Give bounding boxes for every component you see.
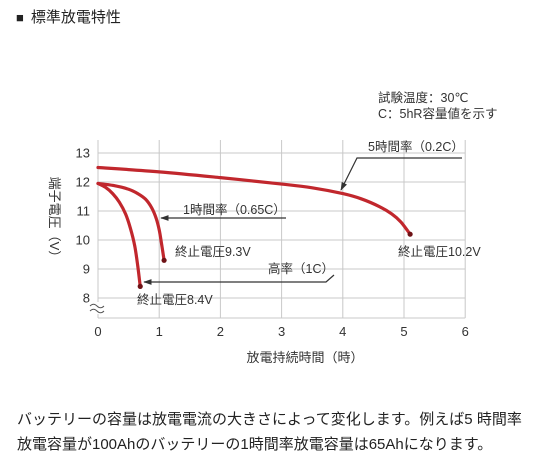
x-tick-label: 2 xyxy=(217,324,224,339)
y-tick-labels: 8 9 10 11 12 13 xyxy=(76,146,90,306)
y-tick-label: 10 xyxy=(76,233,90,248)
data-point xyxy=(96,166,100,169)
x-tick-label: 1 xyxy=(156,324,163,339)
end-point-marker xyxy=(161,257,167,263)
end-label-5h-rate: 終止電圧10.2V xyxy=(398,244,481,259)
y-tick-label: 11 xyxy=(77,204,91,219)
x-tick-label: 6 xyxy=(462,324,469,339)
grid xyxy=(97,140,466,319)
series-label-high-rate: 高率（1C） xyxy=(268,261,334,276)
y-tick-label: 13 xyxy=(76,146,90,161)
data-point xyxy=(127,187,130,191)
series-3 xyxy=(96,181,143,289)
end-label-1h-rate: 終止電圧9.3V xyxy=(175,244,251,259)
data-point xyxy=(310,186,314,190)
data-point xyxy=(124,212,127,216)
description-paragraph: バッテリーの容量は放電電流の大きさによって変化します。例えば5 時間率 放電容量… xyxy=(17,407,540,457)
series-1 xyxy=(96,165,413,237)
data-point xyxy=(154,216,158,220)
data-point xyxy=(144,198,148,201)
y-tick-label: 8 xyxy=(83,291,90,306)
series-lines xyxy=(96,165,413,289)
series-line xyxy=(96,181,142,288)
data-point xyxy=(390,212,394,216)
data-point xyxy=(378,205,381,208)
x-tick-label: 3 xyxy=(278,324,285,339)
end-point-marker xyxy=(407,231,413,237)
data-point xyxy=(150,206,154,210)
y-tick-label: 9 xyxy=(83,262,90,277)
paragraph-line: 放電容量が100Ahのバッテリーの1時間率放電容量は65Ahになります。 xyxy=(17,436,493,453)
page-title: 標準放電特性 xyxy=(30,9,121,26)
paragraph-line: バッテリーの容量は放電電流の大きさによって変化します。例えば5 時間率 xyxy=(17,411,522,428)
data-point xyxy=(118,201,121,204)
data-point xyxy=(112,184,115,187)
end-point-marker xyxy=(137,283,143,289)
x-axis-label: 放電持続時間（時） xyxy=(246,350,363,365)
data-point xyxy=(399,220,403,224)
data-point xyxy=(341,192,345,195)
data-point xyxy=(280,182,283,186)
pointer-high-rate xyxy=(143,274,335,285)
data-point xyxy=(219,176,222,179)
x-tick-label: 0 xyxy=(94,324,101,339)
series-line xyxy=(96,165,412,236)
y-axis-label: 端子電圧（V） xyxy=(47,177,62,264)
data-point xyxy=(157,228,161,232)
end-label-high-rate: 終止電圧8.4V xyxy=(137,292,213,307)
x-tick-label: 4 xyxy=(339,324,346,339)
section-header: ■ 標準放電特性 xyxy=(16,8,121,28)
axis-break-icon xyxy=(89,303,105,314)
data-point xyxy=(129,227,132,230)
data-point xyxy=(157,170,161,174)
series-2 xyxy=(96,181,167,263)
data-point xyxy=(136,264,140,268)
note-test-temperature: 試験温度：30℃ xyxy=(378,90,468,105)
data-point xyxy=(359,197,363,201)
data-point xyxy=(111,192,114,195)
data-point xyxy=(160,243,163,246)
data-point xyxy=(136,192,140,195)
x-tick-labels: 0 1 2 3 4 5 6 xyxy=(94,324,468,339)
series-label-5h-rate: 5時間率（0.2C） xyxy=(368,139,464,154)
data-point xyxy=(96,182,100,185)
x-tick-label: 5 xyxy=(400,324,407,339)
pointer-5h-rate xyxy=(340,157,462,191)
series-label-1h-rate: 1時間率（0.65C） xyxy=(183,202,286,217)
square-bullet-icon: ■ xyxy=(16,10,24,25)
y-tick-label: 12 xyxy=(76,175,90,190)
note-capacity-basis: C：5hR容量値を示す xyxy=(378,106,497,121)
series-line xyxy=(96,181,166,262)
data-point xyxy=(133,244,137,248)
data-point xyxy=(104,185,107,189)
